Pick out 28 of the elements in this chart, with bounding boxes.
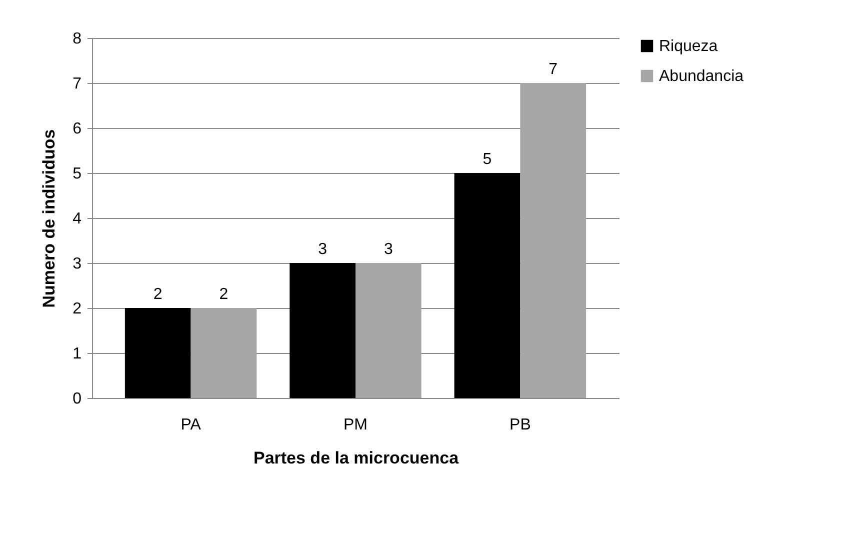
x-axis-title: Partes de la microcuenca	[253, 448, 460, 468]
bar	[454, 173, 520, 398]
legend-label: Abundancia	[659, 68, 744, 85]
x-tick-label: PB	[510, 416, 531, 434]
bar	[520, 83, 586, 398]
data-label: 2	[219, 286, 228, 303]
bar	[290, 263, 356, 398]
data-label: 2	[153, 286, 162, 303]
bar	[124, 308, 191, 398]
x-tick-label: PM	[344, 416, 368, 434]
y-tick-label: 2	[72, 300, 82, 318]
data-label: 3	[384, 241, 393, 258]
y-tick-label: 0	[72, 390, 82, 408]
legend-label: Riqueza	[659, 38, 718, 55]
y-tick-label: 8	[72, 30, 82, 48]
y-tick-label: 4	[72, 210, 82, 228]
bar	[190, 308, 257, 398]
y-tick-label: 6	[72, 120, 82, 138]
y-tick-label: 1	[72, 346, 82, 362]
data-label: 7	[548, 61, 558, 78]
data-label: 5	[482, 151, 492, 168]
data-label: 3	[318, 241, 328, 258]
y-axis-title: Numero de individuos	[40, 129, 59, 308]
x-tick-label: PA	[180, 416, 202, 434]
bar	[356, 263, 422, 398]
y-tick-label: 7	[72, 76, 82, 92]
y-tick-label: 5	[72, 166, 82, 182]
y-tick-label: 3	[72, 256, 82, 272]
